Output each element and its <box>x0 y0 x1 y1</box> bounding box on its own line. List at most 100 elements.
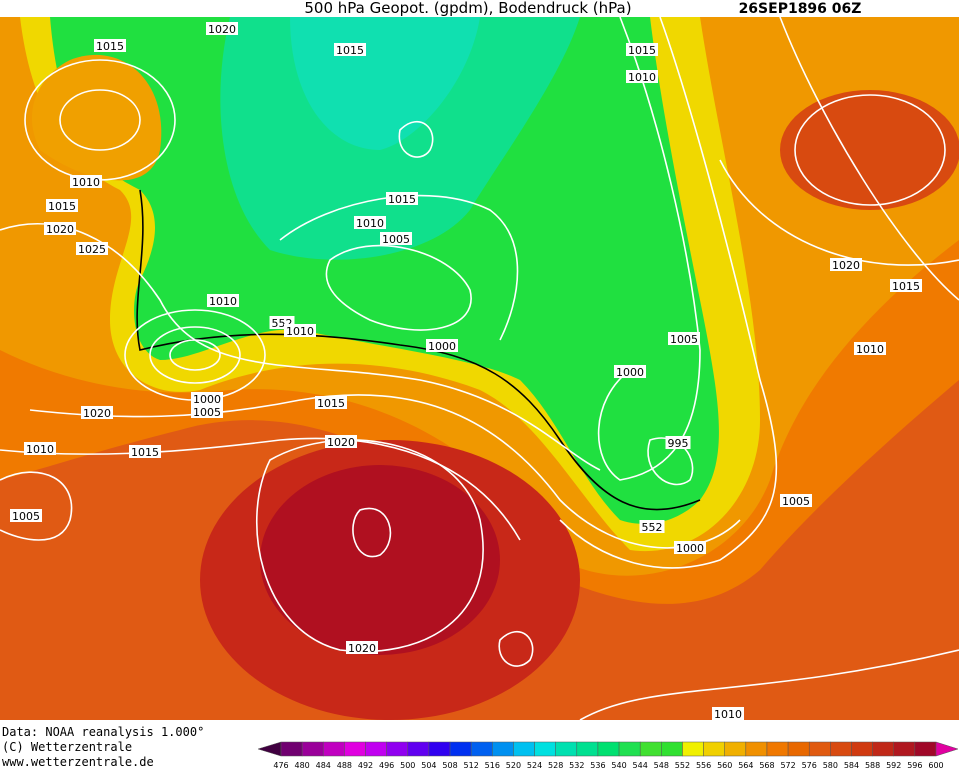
label-box <box>674 541 706 554</box>
label-box <box>207 294 239 307</box>
scale-swatch <box>492 741 514 757</box>
scale-label: 524 <box>527 761 542 770</box>
valid-time: 26SEP1896 06Z <box>739 1 862 17</box>
scale-swatch <box>914 741 937 757</box>
label-box <box>46 199 78 212</box>
isobar-label: 1005 <box>382 233 410 246</box>
field <box>0 17 959 720</box>
isobar-label: 1015 <box>131 446 159 459</box>
label-box <box>639 520 665 533</box>
isobar-label: 1015 <box>48 200 76 213</box>
scale-swatch <box>470 741 493 757</box>
label-box <box>665 436 691 449</box>
isobar <box>149 326 241 384</box>
scale-label: 560 <box>717 761 732 770</box>
isobar <box>398 121 434 158</box>
isobar <box>29 394 741 549</box>
scale-swatch <box>280 741 303 757</box>
isobar-label: 1005 <box>12 510 40 523</box>
isobar <box>352 507 392 558</box>
scale-arrow-high <box>935 741 959 757</box>
isobar-label: 1015 <box>317 397 345 410</box>
isobar-label: 1005 <box>670 333 698 346</box>
label-box <box>346 641 378 654</box>
isobar-label: 1000 <box>676 542 704 555</box>
isobar-label: 1025 <box>78 243 106 256</box>
isobar-label: 1010 <box>26 443 54 456</box>
label-box <box>44 222 76 235</box>
isobar <box>779 16 959 301</box>
scale-swatch <box>323 741 345 757</box>
label-box <box>380 232 412 245</box>
scale-swatch <box>618 741 641 757</box>
label-box <box>830 258 862 271</box>
label-box <box>10 509 42 522</box>
label-box <box>129 445 161 458</box>
isobar-label: 1010 <box>286 325 314 338</box>
isobar <box>279 194 519 341</box>
scale-swatch <box>745 741 768 757</box>
copyright: (C) Wetterzentrale <box>2 740 132 754</box>
label-box <box>206 22 238 35</box>
scale-swatch <box>682 741 704 757</box>
scale-label: 600 <box>928 761 943 770</box>
scale-label: 532 <box>569 761 584 770</box>
isobar-label: 1015 <box>628 44 656 57</box>
label-box <box>668 332 700 345</box>
isobar <box>325 244 472 331</box>
isobar-label: 1020 <box>832 259 860 272</box>
isobar <box>579 649 959 721</box>
scale-swatch <box>830 741 852 757</box>
isobar-label: 1020 <box>46 223 74 236</box>
scale-swatch <box>808 741 831 757</box>
label-box <box>626 70 658 83</box>
label-box <box>334 43 366 56</box>
label-box <box>94 39 126 52</box>
scale-label: 476 <box>273 761 288 770</box>
website: www.wetterzentrale.de <box>2 755 154 769</box>
color-scale: 476 480 484 488 492 496 500 504 508 512 516 520 524 5… <box>257 741 959 770</box>
scale-swatch <box>555 741 578 757</box>
scale-swatch <box>639 741 662 757</box>
isobar <box>59 89 141 151</box>
scale-swatch <box>851 741 873 757</box>
scale-label: 596 <box>907 761 922 770</box>
scale-swatch <box>724 741 747 757</box>
scale-swatch <box>787 741 810 757</box>
scale-label: 580 <box>823 761 838 770</box>
scale-label: 556 <box>696 761 711 770</box>
isobar-labels: 1020 1015 1015 1015 1010 1010 1015 1020 1025 1015… <box>10 22 922 721</box>
isobar-label: 1005 <box>193 406 221 419</box>
scale-label: 520 <box>506 761 521 770</box>
scale-swatch <box>301 741 324 757</box>
scale-label: 536 <box>590 761 605 770</box>
label-box <box>70 175 102 188</box>
scale-label: 500 <box>400 761 415 770</box>
scale-label: 552 <box>675 761 690 770</box>
isobar-label: 1015 <box>96 40 124 53</box>
scale-swatch <box>449 741 472 757</box>
scale-label: 528 <box>548 761 563 770</box>
isobar-label: 1020 <box>208 23 236 36</box>
isobar <box>169 339 221 371</box>
label-box <box>191 405 223 418</box>
scale-label: 564 <box>738 761 753 770</box>
field-east-red <box>780 90 959 210</box>
header-bar <box>0 0 959 17</box>
scale-swatch <box>513 741 535 757</box>
scale-swatch <box>872 741 894 757</box>
label-box <box>76 242 108 255</box>
scale-label: 540 <box>611 761 626 770</box>
label-box <box>191 392 223 405</box>
scale-label: 508 <box>442 761 457 770</box>
scale-label: 504 <box>421 761 436 770</box>
label-box <box>325 435 357 448</box>
field-dark-red <box>260 465 500 655</box>
scale-label: 484 <box>316 761 331 770</box>
label-box <box>426 339 458 352</box>
isobar-label: 1000 <box>428 340 456 353</box>
isobar <box>794 94 946 206</box>
scale-label: 592 <box>886 761 901 770</box>
